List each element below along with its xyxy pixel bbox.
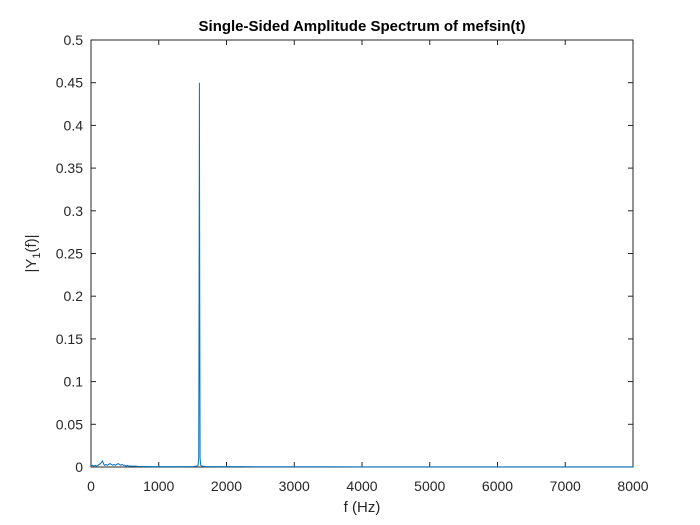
y-axis-label: |Y1(f)| — [23, 234, 43, 272]
y-tick-label: 0.35 — [56, 160, 83, 176]
x-tick-label: 3000 — [279, 478, 310, 494]
y-axis-label-prefix: |Y — [23, 259, 40, 273]
axes-box — [90, 39, 634, 468]
y-tick-label: 0.05 — [56, 416, 83, 432]
x-tick-label: 7000 — [550, 478, 581, 494]
x-tick-label: 4000 — [346, 478, 377, 494]
y-axis-label-subscript: 1 — [31, 253, 43, 259]
y-axis-ticks — [91, 39, 633, 468]
x-tick-label: 5000 — [414, 478, 445, 494]
x-tick-label: 0 — [87, 478, 95, 494]
x-axis-tick-labels: 0 1000 2000 3000 4000 5000 6000 7000 8000 — [87, 478, 649, 494]
y-tick-label: 0.5 — [64, 32, 84, 48]
y-axis-tick-labels: 0 0.05 0.1 0.15 0.2 0.25 0.3 0.35 0.4 0.45 0.5 — [56, 32, 83, 475]
x-axis-ticks — [90, 40, 634, 467]
plot-area — [90, 39, 634, 468]
y-axis-label-suffix: (f)| — [23, 234, 40, 252]
chart-title: Single-Sided Amplitude Spectrum of mefsi… — [199, 18, 526, 35]
y-tick-label: 0.4 — [64, 117, 84, 133]
y-tick-label: 0.3 — [64, 203, 84, 219]
x-tick-label: 6000 — [482, 478, 513, 494]
x-tick-label: 1000 — [143, 478, 174, 494]
amplitude-series-line — [90, 82, 633, 468]
y-tick-label: 0.2 — [64, 288, 84, 304]
x-axis-label: f (Hz) — [344, 499, 381, 516]
y-tick-label: 0 — [75, 459, 83, 475]
y-tick-label: 0.25 — [56, 246, 83, 262]
y-tick-label: 0.45 — [56, 75, 83, 91]
y-tick-label: 0.15 — [56, 331, 83, 347]
x-tick-label: 8000 — [617, 478, 648, 494]
x-tick-label: 2000 — [211, 478, 242, 494]
y-tick-label: 0.1 — [64, 374, 84, 390]
